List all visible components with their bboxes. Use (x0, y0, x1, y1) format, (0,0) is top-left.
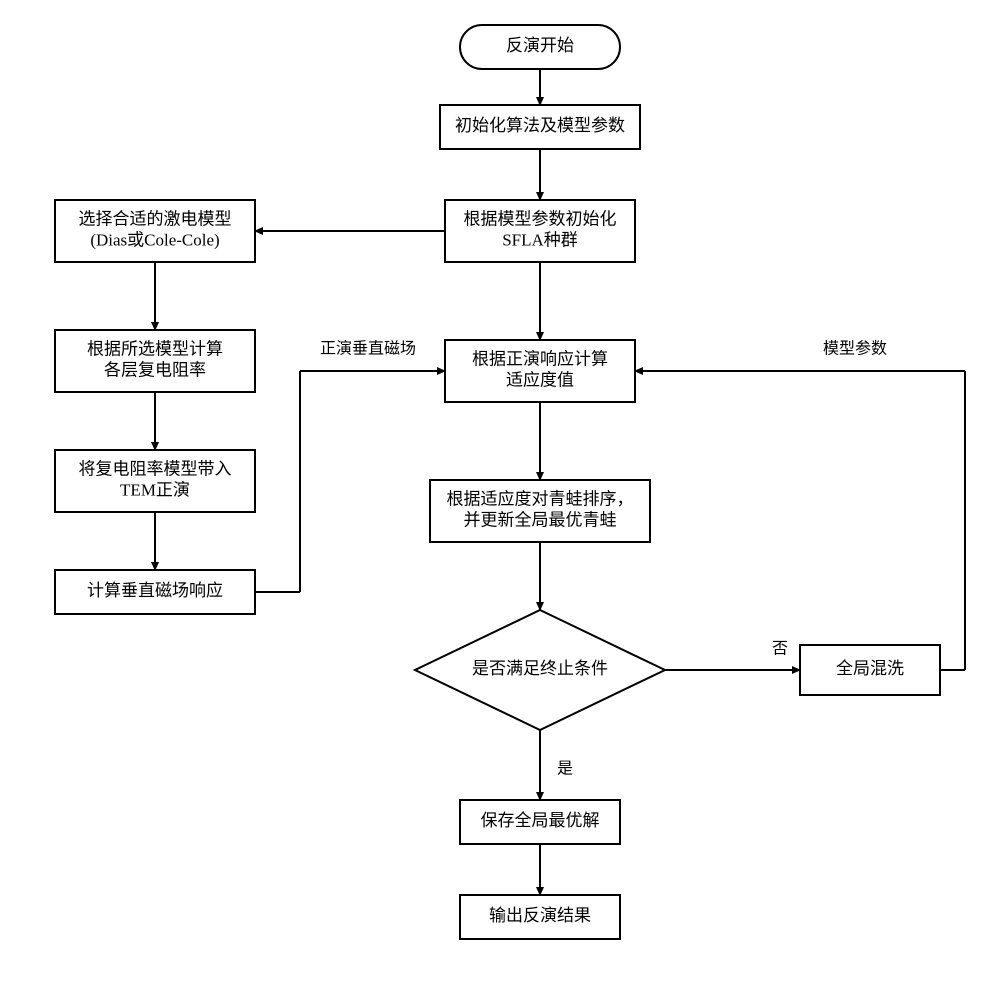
node-text: 适应度值 (506, 370, 574, 389)
node-text: 根据所选模型计算 (87, 339, 223, 358)
node-n_sort: 根据适应度对青蛙排序， 并更新全局最优青蛙 (430, 480, 650, 542)
node-text: 反演开始 (506, 36, 574, 55)
node-text: 是否满足终止条件 (472, 659, 608, 678)
node-text: 初始化算法及模型参数 (455, 116, 625, 135)
node-n_output: 输出反演结果 (460, 895, 620, 939)
edge-label: 否 (772, 641, 788, 658)
node-n_init: 初始化算法及模型参数 (440, 105, 640, 149)
node-n_ipmodel: 选择合适的激电模型 (Dias或Cole-Cole) (55, 200, 255, 262)
flowchart-canvas: 反演开始初始化算法及模型参数根据模型参数初始化 SFLA种群 选择合适的激电模型 (D… (0, 0, 1000, 981)
edge-label: 模型参数 (823, 340, 887, 358)
node-n_rescalc: 根据所选模型计算各层复电阻率 (55, 330, 255, 392)
node-n_sfla: 根据模型参数初始化 SFLA种群 (445, 200, 635, 262)
edge-label: 是 (557, 761, 573, 778)
edge-label: 正演垂直磁场 (320, 340, 416, 358)
node-text: 根据模型参数初始化 (464, 209, 617, 228)
node-n_vmfresp: 计算垂直磁场响应 (55, 570, 255, 614)
node-text: 将复电阻率模型带入 (79, 459, 232, 478)
node-n_start: 反演开始 (460, 25, 620, 69)
node-text: TEM正演 (120, 480, 190, 499)
node-n_temfwd: 将复电阻率模型带入 TEM正演 (55, 450, 255, 512)
node-n_dec: 是否满足终止条件 (415, 610, 665, 730)
node-text: 全局混洗 (836, 659, 904, 678)
node-text: 各层复电阻率 (104, 360, 206, 379)
node-text: SFLA种群 (502, 230, 578, 249)
node-text: 根据正演响应计算 (472, 349, 608, 368)
node-text: 并更新全局最优青蛙 (464, 510, 617, 529)
node-text: 计算垂直磁场响应 (87, 581, 223, 600)
node-n_fitness: 根据正演响应计算适应度值 (445, 340, 635, 402)
node-text: 保存全局最优解 (481, 811, 600, 830)
node-text: (Dias或Cole-Cole) (90, 230, 219, 249)
node-n_save: 保存全局最优解 (460, 800, 620, 844)
node-text: 选择合适的激电模型 (79, 209, 232, 228)
node-n_shuffle: 全局混洗 (800, 645, 940, 695)
node-text: 根据适应度对青蛙排序， (447, 489, 634, 508)
node-text: 输出反演结果 (489, 906, 591, 925)
